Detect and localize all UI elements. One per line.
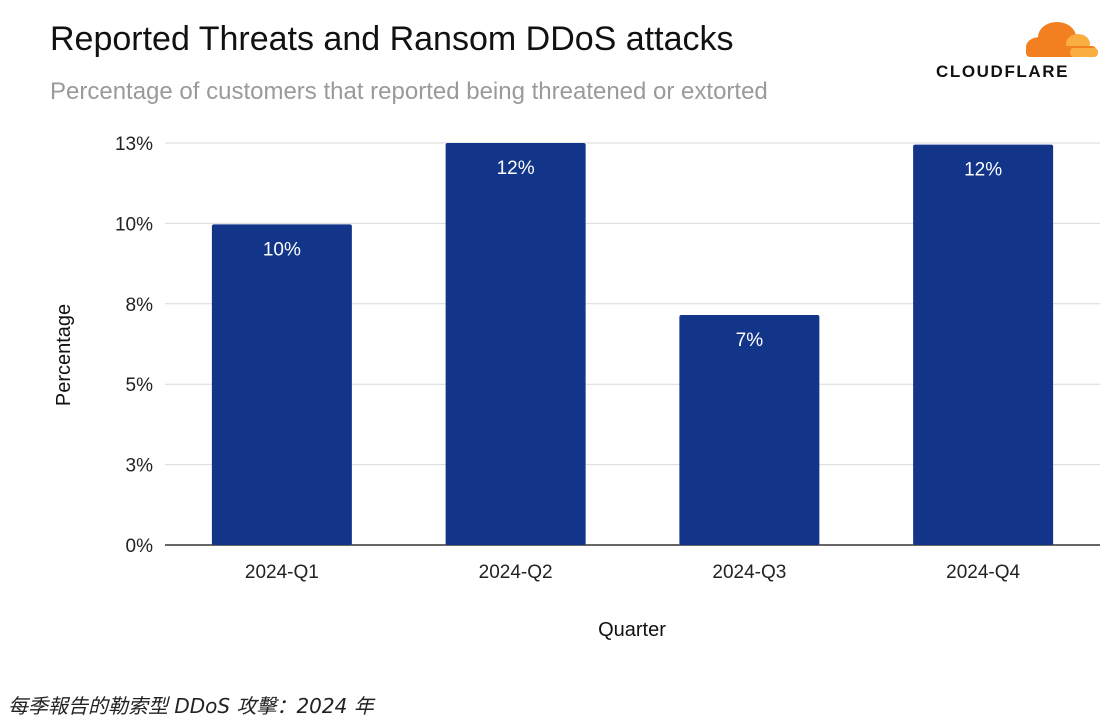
bar-2024-q2 [445,143,586,545]
chart-title: Reported Threats and Ransom DDoS attacks [50,20,734,58]
y-tick-label: 13% [115,134,153,155]
bar-2024-q4 [913,144,1054,545]
x-tick-label: 2024-Q1 [245,562,319,583]
y-tick-label: 8% [126,295,154,316]
x-axis-title: Quarter [598,619,666,641]
data-label: 12% [497,158,535,179]
y-axis-title: Percentage [53,304,75,406]
figure-caption: 每季報告的勒索型 DDoS 攻擊：2024 年 [8,694,374,718]
logo-wordmark: CLOUDFLARE [936,62,1070,81]
bars: 10% 12% 7% 12% [211,143,1054,546]
y-tick-label: 10% [115,214,153,235]
y-tick-label: 5% [126,375,154,396]
data-label: 7% [736,330,764,351]
x-axis-tick-labels: 2024-Q1 2024-Q2 2024-Q3 2024-Q4 [245,562,1021,583]
cloudflare-logo: CLOUDFLARE [930,20,1105,82]
y-tick-label: 0% [126,536,154,557]
data-label: 10% [263,239,301,260]
data-label: 12% [964,160,1002,181]
cloudflare-cloud-icon [1026,22,1098,57]
bar-chart: 10%12%7%12% 0%3%5%8%10%13% 2024-Q1 2024-Q… [53,134,1100,641]
bar-2024-q1 [211,224,352,546]
x-tick-label: 2024-Q4 [946,562,1020,583]
bar-2024-q3 [679,315,820,545]
x-tick-label: 2024-Q3 [712,562,786,583]
y-axis-tick-labels: 0% 3% 5% 8% 10% 13% [115,134,153,557]
x-tick-label: 2024-Q2 [479,562,553,583]
chart-subtitle: Percentage of customers that reported be… [50,78,768,105]
y-tick-label: 3% [126,456,154,477]
